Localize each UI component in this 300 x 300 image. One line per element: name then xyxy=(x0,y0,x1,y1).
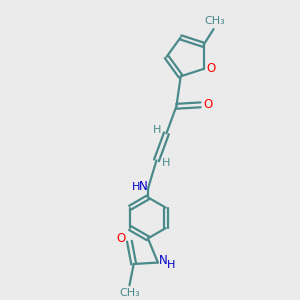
Text: CH₃: CH₃ xyxy=(204,16,225,26)
Text: N: N xyxy=(138,180,147,193)
Text: O: O xyxy=(117,232,126,245)
Text: O: O xyxy=(206,62,215,75)
Text: H: H xyxy=(167,260,175,270)
Text: H: H xyxy=(161,158,170,168)
Text: H: H xyxy=(132,182,140,192)
Text: CH₃: CH₃ xyxy=(119,288,140,298)
Text: N: N xyxy=(159,254,168,267)
Text: H: H xyxy=(153,125,161,136)
Text: O: O xyxy=(203,98,212,111)
